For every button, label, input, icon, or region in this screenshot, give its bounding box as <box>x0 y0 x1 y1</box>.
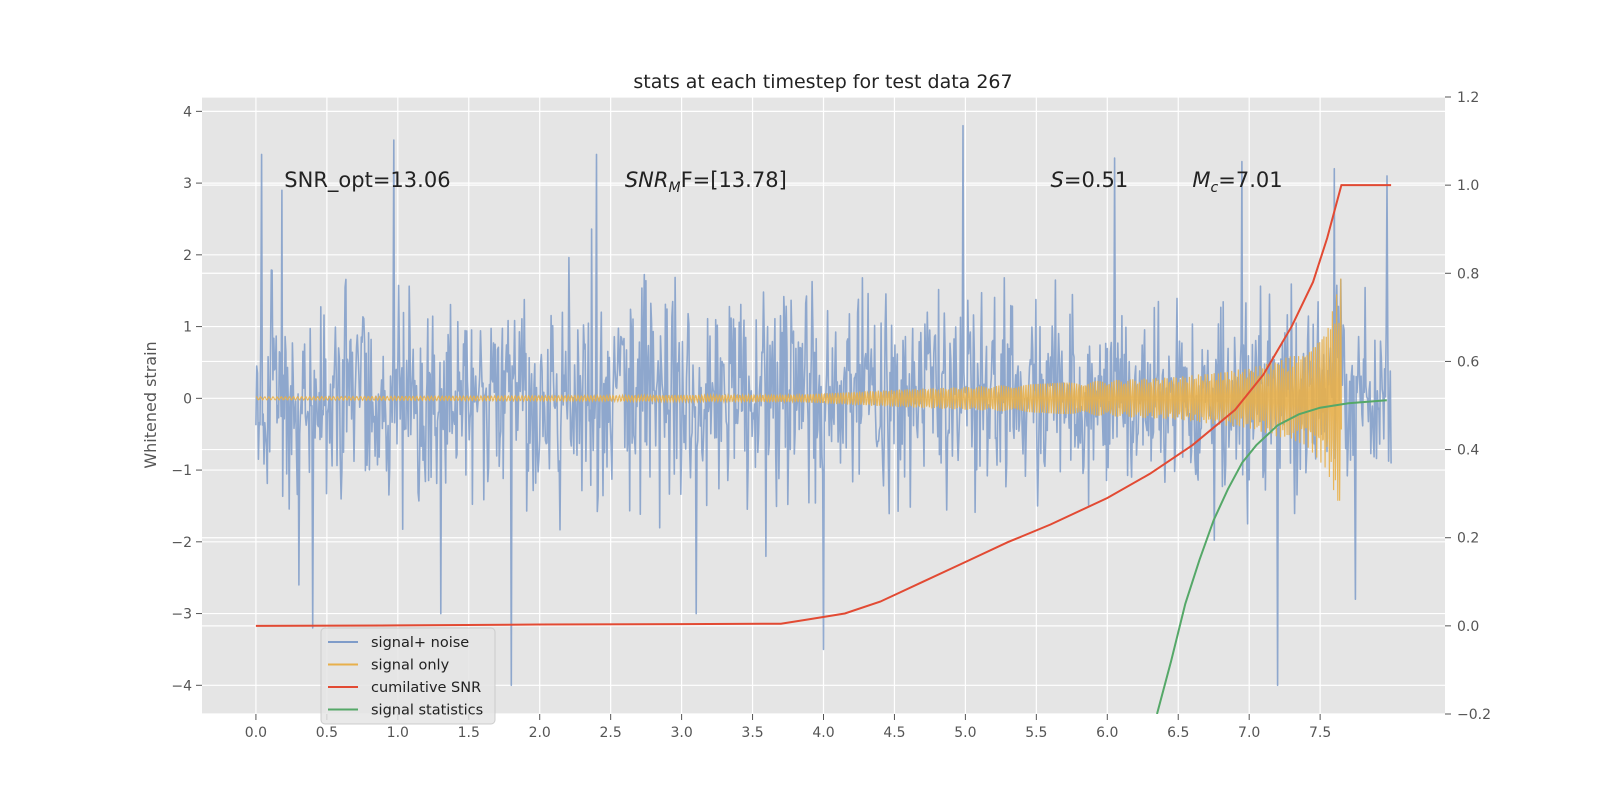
x-tick-label: 7.5 <box>1309 725 1331 741</box>
x-tick-label: 5.0 <box>954 725 976 741</box>
y-right-tick-label: 0.0 <box>1457 619 1479 635</box>
legend-label: signal only <box>371 658 450 674</box>
legend-label: signal statistics <box>371 703 483 719</box>
x-tick-label: 7.0 <box>1238 725 1260 741</box>
series-signal-only <box>255 278 1342 501</box>
x-tick-label: 1.0 <box>387 725 409 741</box>
y-tick-label: −4 <box>171 678 192 694</box>
annotation-text: S=0.51 <box>1051 168 1129 192</box>
annotation-text: Mc=7.01 <box>1192 168 1282 196</box>
legend-label: cumilative SNR <box>371 680 481 696</box>
x-tick-label: 2.5 <box>600 725 622 741</box>
legend-box <box>320 627 496 725</box>
x-tick-label: 3.5 <box>741 725 763 741</box>
annotation-subscript: M <box>668 180 680 196</box>
axes: 0.0 0.5 1.0 1.5 2.0 2.5 3.0 3.5 4.0 4.5 5.0 5.5 6.0 6… <box>171 90 1491 741</box>
x-tick-label: 3.0 <box>670 725 692 741</box>
y-right-tick-label: 1.2 <box>1457 90 1479 106</box>
y-tick-label: 2 <box>183 248 192 264</box>
annotation-text: SNRMF=[13.78] <box>625 168 787 196</box>
signal-noise-line <box>255 124 1392 687</box>
signal-only-line <box>255 278 1342 501</box>
annotation-subscript: c <box>1211 180 1219 196</box>
x-tick-label: 1.5 <box>458 725 480 741</box>
legend-label: signal+ noise <box>371 635 469 651</box>
annotation-value: =7.01 <box>1218 168 1282 192</box>
series-signal-noise <box>255 124 1392 687</box>
y-right-tick-label: 1.0 <box>1457 178 1479 194</box>
y-tick-label: −2 <box>171 535 192 551</box>
y-right-tick-label: 0.2 <box>1457 531 1479 547</box>
annotation-symbol: S <box>1051 168 1064 192</box>
line-series <box>255 184 1392 714</box>
legend: signal+ noise signal only cumilative SNR si… <box>320 627 496 725</box>
y-tick-label: 4 <box>183 104 192 120</box>
x-tick-label: 0.0 <box>245 725 267 741</box>
annotations: SNR_opt=13.06 SNRMF=[13.78] S=0.51 Mc=7.01 <box>284 168 1282 196</box>
signal-statistics-line <box>1156 399 1387 714</box>
y-axis-label: Whitened strain <box>141 341 160 468</box>
y-right-tick-label: 0.4 <box>1457 443 1479 459</box>
y-tick-label: 3 <box>183 176 192 192</box>
cumulative-snr-line <box>255 184 1392 627</box>
annotation-prefix: SNR_opt=13.06 <box>284 168 450 193</box>
annotation-symbol: M <box>1192 168 1210 192</box>
x-tick-label: 6.0 <box>1096 725 1118 741</box>
y-tick-label: −1 <box>171 463 192 479</box>
y-right-tick-label: −0.2 <box>1457 707 1491 723</box>
x-tick-label: 0.5 <box>316 725 338 741</box>
annotation-text: SNR_opt=13.06 <box>284 168 450 193</box>
x-tick-label: 4.0 <box>812 725 834 741</box>
x-tick-label: 4.5 <box>883 725 905 741</box>
annotation-value: =0.51 <box>1064 168 1128 192</box>
y-tick-label: 0 <box>183 391 192 407</box>
annotation-value: F=[13.78] <box>681 168 787 192</box>
y-right-tick-label: 0.6 <box>1457 354 1479 370</box>
y-tick-label: −3 <box>171 607 192 623</box>
y-right-tick-label: 0.8 <box>1457 266 1479 282</box>
x-tick-label: 5.5 <box>1025 725 1047 741</box>
x-tick-label: 2.0 <box>529 725 551 741</box>
chart-title: stats at each timestep for test data 267 <box>633 71 1012 93</box>
x-tick-label: 6.5 <box>1167 725 1189 741</box>
y-tick-label: 1 <box>183 320 192 336</box>
annotation-symbol: SNR <box>625 168 669 192</box>
